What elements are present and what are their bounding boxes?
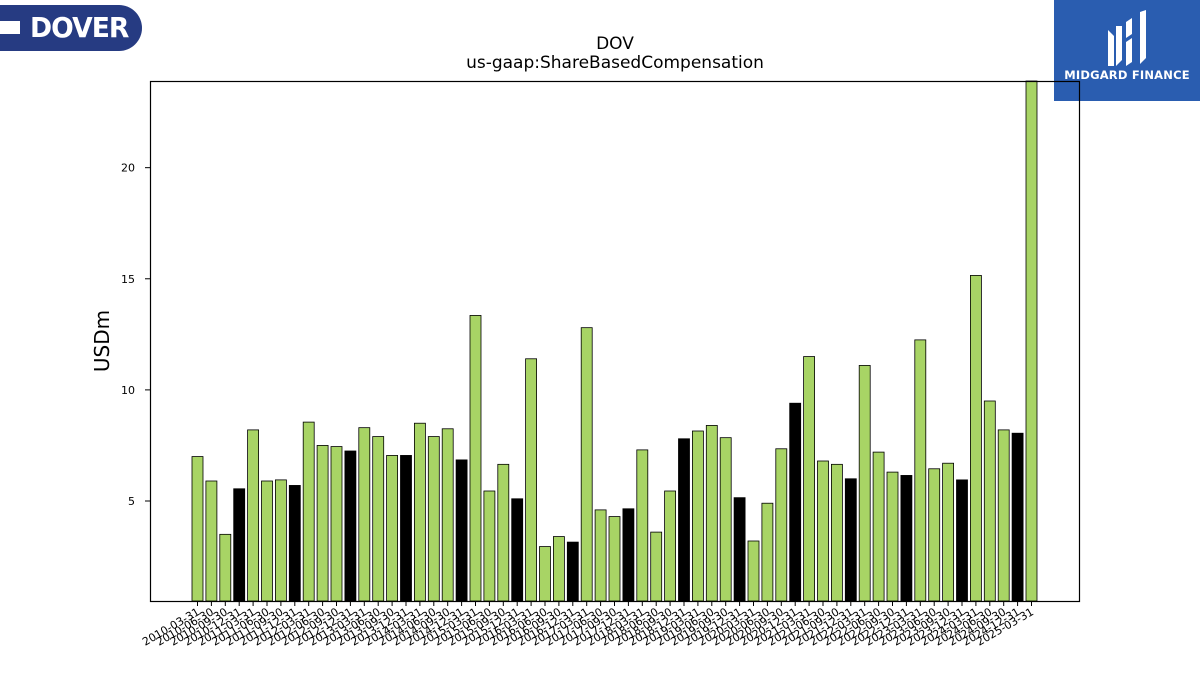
bar bbox=[956, 479, 968, 602]
y-tick-label: 10 bbox=[121, 384, 135, 397]
bar bbox=[831, 463, 843, 602]
bar bbox=[330, 446, 343, 602]
bar bbox=[844, 478, 857, 602]
bar bbox=[719, 437, 732, 602]
dover-logo-notch bbox=[0, 21, 20, 34]
chart-title: DOV bbox=[596, 34, 634, 54]
bar bbox=[400, 455, 412, 602]
bar bbox=[288, 485, 301, 602]
y-tick-label: 15 bbox=[121, 273, 135, 286]
y-axis-label: USDm bbox=[90, 310, 114, 372]
y-tick-label: 5 bbox=[128, 495, 135, 508]
bar bbox=[455, 459, 468, 602]
midgard-finance-logo-text: MIDGARD FINANCE bbox=[1064, 68, 1190, 82]
bar bbox=[914, 339, 927, 602]
dover-logo-text: DOVER bbox=[30, 11, 129, 44]
bar bbox=[372, 436, 385, 602]
midgard-finance-logo: MIDGARD FINANCE bbox=[1054, 0, 1200, 101]
bar bbox=[413, 422, 426, 602]
bar bbox=[302, 421, 315, 602]
bar bbox=[608, 516, 621, 602]
bar bbox=[761, 502, 774, 602]
bar bbox=[344, 450, 357, 602]
bar bbox=[733, 497, 746, 602]
y-axis: 5 10 15 20 bbox=[121, 162, 150, 508]
bar bbox=[441, 428, 454, 602]
chart-subtitle: us-gaap:ShareBasedCompensation bbox=[466, 53, 764, 73]
bar bbox=[274, 479, 287, 602]
bar bbox=[497, 463, 510, 602]
bar bbox=[983, 400, 996, 602]
bar bbox=[817, 460, 829, 602]
bar bbox=[191, 456, 204, 602]
bar bbox=[553, 536, 565, 602]
bar bbox=[650, 531, 663, 602]
x-axis: 2010-03-312010-06-302010-09-302010-12-31… bbox=[140, 601, 1036, 649]
bar bbox=[678, 438, 690, 602]
bar bbox=[872, 451, 885, 602]
bar bbox=[205, 480, 218, 602]
bar bbox=[219, 533, 232, 602]
bar bbox=[525, 358, 537, 602]
dover-logo: DOVER bbox=[0, 5, 142, 51]
bar bbox=[427, 436, 440, 602]
bar bbox=[233, 488, 246, 602]
bar bbox=[636, 449, 649, 602]
bar bbox=[622, 508, 635, 602]
bar bbox=[566, 541, 579, 602]
bar bbox=[942, 462, 954, 602]
bar bbox=[803, 356, 815, 602]
bar bbox=[747, 540, 760, 602]
bar bbox=[664, 490, 676, 602]
bar bbox=[594, 509, 607, 602]
bar bbox=[580, 327, 593, 602]
bar bbox=[858, 365, 871, 602]
bar-series bbox=[191, 80, 1038, 602]
bar bbox=[789, 402, 802, 602]
bar bbox=[511, 498, 524, 602]
bar bbox=[900, 475, 913, 602]
bar bbox=[483, 490, 496, 602]
bar bbox=[970, 275, 982, 602]
midgard-mark-icon bbox=[1108, 10, 1146, 66]
bar bbox=[1011, 432, 1024, 602]
bar bbox=[386, 455, 399, 602]
bar bbox=[886, 471, 899, 602]
bar bbox=[261, 480, 273, 602]
bar bbox=[705, 425, 718, 602]
bar bbox=[692, 430, 704, 602]
plot-frame bbox=[149, 80, 1081, 603]
bar bbox=[997, 429, 1010, 602]
y-tick-label: 20 bbox=[121, 162, 135, 175]
bar bbox=[928, 468, 941, 602]
bar bbox=[316, 445, 329, 602]
bar bbox=[1025, 80, 1038, 602]
bar bbox=[247, 429, 260, 602]
bar bbox=[539, 546, 551, 602]
bar bbox=[469, 315, 482, 602]
bar bbox=[358, 427, 371, 602]
bar bbox=[775, 448, 788, 602]
